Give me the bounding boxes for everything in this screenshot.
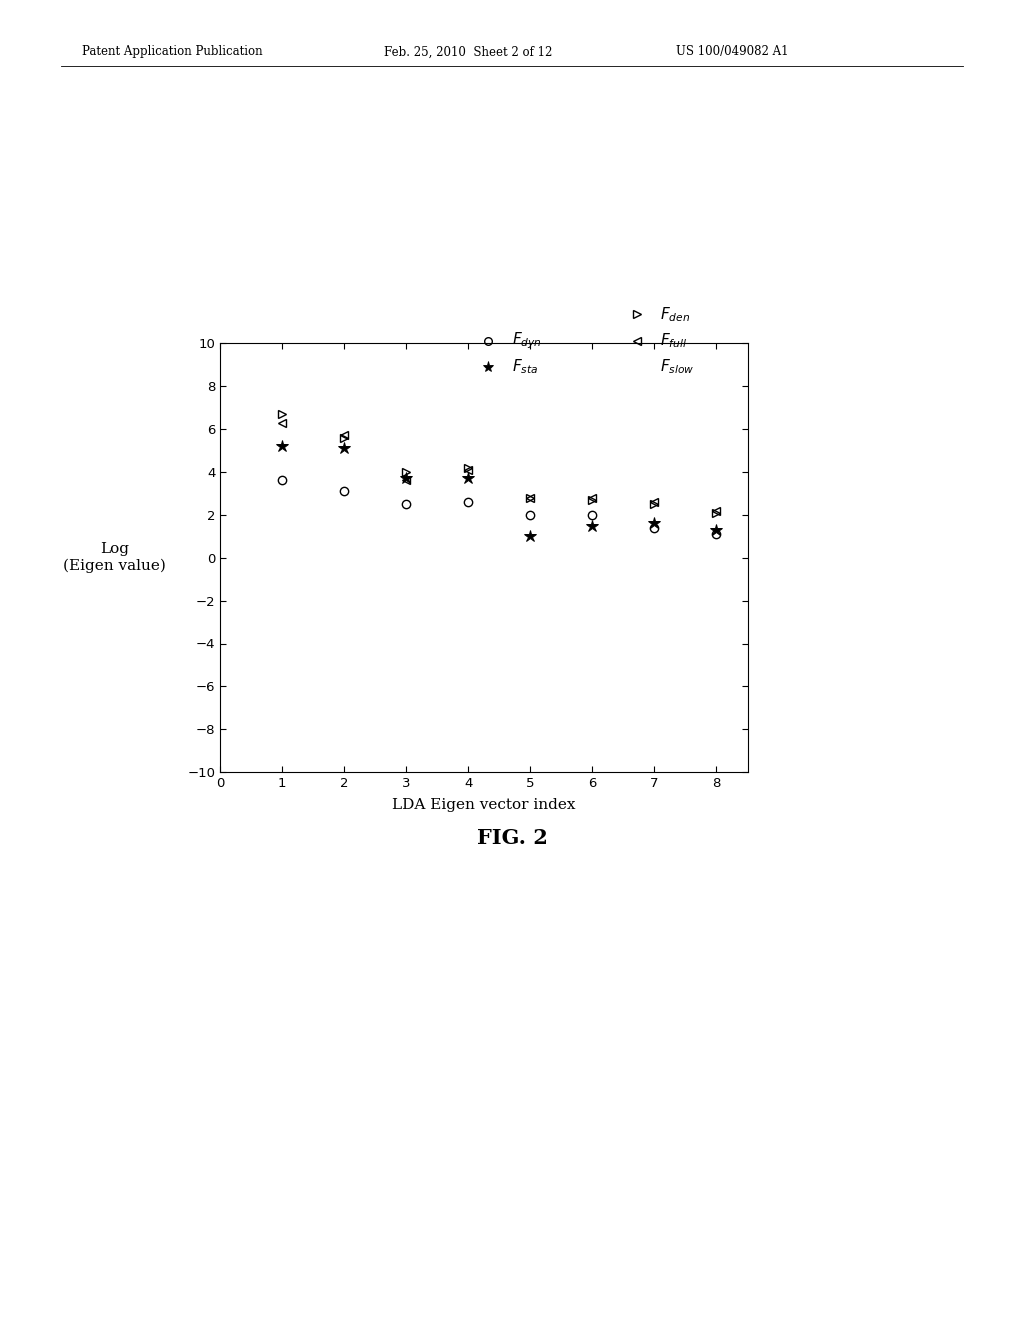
Text: $F_{slow}$: $F_{slow}$ xyxy=(660,358,695,376)
Point xyxy=(709,730,725,751)
Text: $F_{sta}$: $F_{sta}$ xyxy=(512,358,539,376)
Text: FIG. 2: FIG. 2 xyxy=(476,828,548,849)
Point xyxy=(646,628,663,649)
Text: Feb. 25, 2010  Sheet 2 of 12: Feb. 25, 2010 Sheet 2 of 12 xyxy=(384,45,552,58)
Text: Patent Application Publication: Patent Application Publication xyxy=(82,45,262,58)
Point xyxy=(629,356,645,378)
Point xyxy=(585,569,601,590)
X-axis label: LDA Eigen vector index: LDA Eigen vector index xyxy=(392,799,575,812)
Point xyxy=(274,498,291,519)
Point xyxy=(460,546,476,568)
Point xyxy=(336,525,352,546)
Text: $F_{full}$: $F_{full}$ xyxy=(660,331,688,350)
Point xyxy=(522,560,539,581)
Text: $F_{dyn}$: $F_{dyn}$ xyxy=(512,330,542,351)
Text: $F_{den}$: $F_{den}$ xyxy=(660,305,690,323)
Text: US 100/049082 A1: US 100/049082 A1 xyxy=(676,45,788,58)
Text: Log
(Eigen value): Log (Eigen value) xyxy=(63,543,166,573)
Point xyxy=(398,531,415,552)
